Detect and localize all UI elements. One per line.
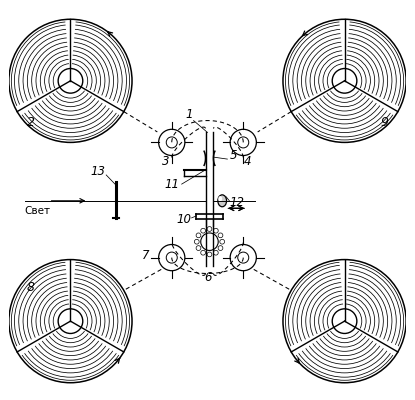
Circle shape bbox=[332, 309, 357, 334]
Text: 4: 4 bbox=[244, 154, 251, 168]
Circle shape bbox=[58, 309, 83, 334]
Text: 5: 5 bbox=[229, 149, 237, 162]
Text: 9: 9 bbox=[380, 116, 388, 129]
Text: 8: 8 bbox=[27, 281, 35, 294]
Circle shape bbox=[332, 68, 357, 93]
Text: 12: 12 bbox=[230, 196, 245, 209]
Ellipse shape bbox=[218, 195, 227, 207]
Text: 3: 3 bbox=[162, 154, 170, 168]
Circle shape bbox=[159, 244, 185, 271]
Circle shape bbox=[58, 68, 83, 93]
Circle shape bbox=[230, 244, 256, 271]
Text: 11: 11 bbox=[164, 178, 179, 192]
Text: Свет: Свет bbox=[25, 206, 51, 216]
Ellipse shape bbox=[218, 196, 222, 202]
Text: 13: 13 bbox=[91, 164, 106, 178]
Text: 2: 2 bbox=[27, 116, 35, 129]
Text: 10: 10 bbox=[176, 213, 191, 226]
Text: 7: 7 bbox=[142, 249, 150, 262]
Text: 6: 6 bbox=[205, 271, 212, 284]
Text: 1: 1 bbox=[186, 108, 193, 121]
Circle shape bbox=[230, 129, 256, 156]
Circle shape bbox=[159, 129, 185, 156]
